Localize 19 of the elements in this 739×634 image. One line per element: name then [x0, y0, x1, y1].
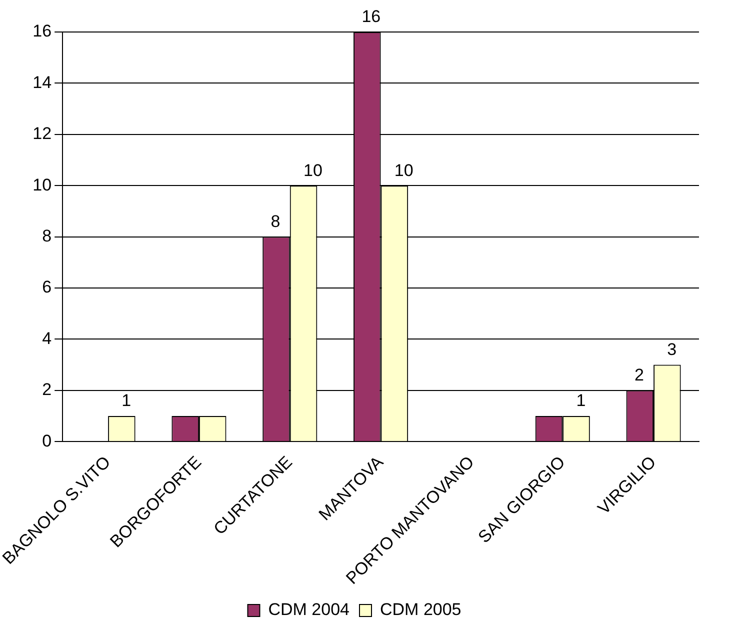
legend-label: CDM 2005 — [380, 600, 462, 620]
y-tick-label: 4 — [42, 328, 52, 348]
data-label: 1 — [576, 391, 586, 410]
data-label: 2 — [634, 366, 644, 385]
data-label: 16 — [362, 7, 381, 26]
y-tick-label: 10 — [32, 175, 52, 194]
data-label: 8 — [270, 212, 280, 231]
data-label: 3 — [667, 340, 677, 359]
data-label: 10 — [304, 160, 322, 180]
y-tick-label: 2 — [42, 380, 52, 400]
y-tick-label: 8 — [42, 226, 52, 246]
y-tick-label: 16 — [32, 22, 52, 41]
data-label: 1 — [122, 391, 132, 410]
y-tick-label: 12 — [32, 124, 52, 144]
legend-label: CDM 2004 — [268, 600, 350, 620]
y-tick-label: 6 — [42, 278, 52, 297]
y-tick-label: 0 — [42, 431, 52, 450]
y-tick-label: 14 — [32, 72, 52, 92]
data-label: 10 — [394, 160, 414, 180]
